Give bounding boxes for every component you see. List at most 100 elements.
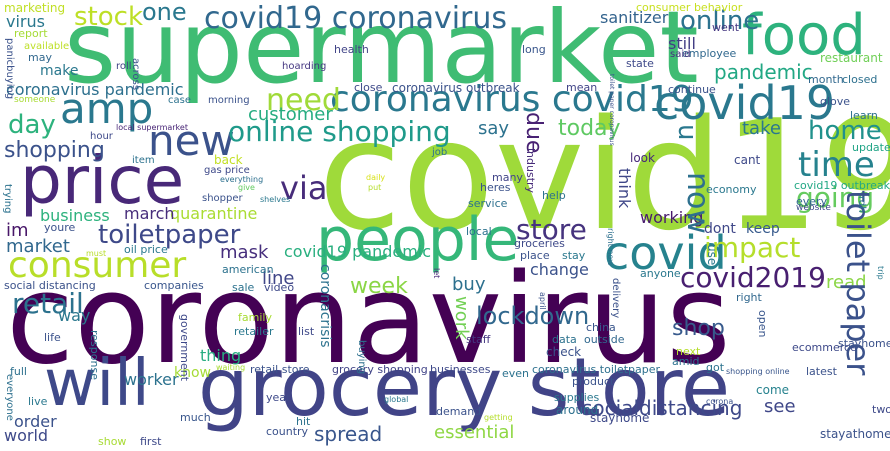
word-come: come	[756, 383, 790, 397]
word-retail: retail	[12, 287, 84, 320]
word-work-vertical: work	[451, 296, 472, 340]
word-still: still	[668, 34, 696, 53]
word-global: global	[384, 395, 409, 404]
word-retail-store: retail store	[250, 363, 310, 376]
word-covid19-coronavirus: covid19 coronavirus	[204, 1, 508, 36]
word-china: china	[586, 321, 616, 334]
word-continue: continue	[668, 83, 716, 96]
word-video: video	[264, 281, 295, 294]
word-got: got	[706, 361, 725, 374]
word-data: data	[552, 333, 577, 346]
word-open-vertical: open	[756, 310, 769, 338]
word-day: day	[8, 110, 56, 140]
word-heres: heres	[480, 181, 511, 194]
word-new: new	[148, 116, 235, 165]
word-let-vertical: let	[432, 268, 441, 279]
word-life: life	[44, 331, 61, 344]
word-coronavirus: coronavirus	[6, 248, 731, 392]
word-corona: corona	[706, 397, 734, 406]
word-must: must	[86, 249, 107, 258]
word-pandemic: pandemic	[714, 60, 813, 84]
word-place: place	[520, 249, 550, 262]
word-worker: worker	[124, 370, 179, 389]
word-next: next	[676, 345, 701, 358]
word-price: price	[20, 142, 185, 219]
word-virus: virus	[6, 12, 45, 31]
word-read: read	[826, 272, 867, 293]
word-march: march	[124, 204, 175, 223]
word-back: back	[214, 153, 243, 167]
word-rdh-vertical: rdh	[856, 196, 867, 213]
word-grocery-store: grocery store	[198, 341, 731, 434]
word-live: live	[28, 395, 48, 408]
word-businesses: businesses	[430, 363, 491, 376]
word-grocery-shopping: grocery shopping	[332, 363, 428, 376]
word-shopping-online: shopping online	[726, 367, 790, 376]
word-help: help	[542, 189, 566, 202]
word-coronacrisis-vertical: coronacrisis	[317, 264, 333, 348]
word-country: country	[266, 425, 309, 438]
word-covid19-pandemic: covid19 pandemic	[284, 242, 432, 261]
word-someone: someone	[14, 95, 56, 105]
word-say: say	[478, 118, 510, 139]
word-look: look	[630, 151, 655, 165]
word-industry-vertical: industry	[524, 148, 537, 194]
word-case: case	[168, 95, 191, 106]
word-product: product	[572, 375, 615, 388]
word-much: much	[180, 411, 211, 424]
word-online: online	[680, 6, 760, 36]
word-think-vertical: think	[615, 168, 634, 209]
word-covid19: covid19	[318, 87, 890, 264]
word-essential: essential	[434, 422, 515, 443]
word-supplies: supplies	[554, 391, 600, 404]
word-daily: daily	[366, 173, 386, 182]
word-sale: sale	[232, 281, 255, 294]
word-amid: amid	[672, 355, 700, 368]
word-learn: learn	[850, 109, 878, 122]
word-covid19-outbreak: covid19 outbreak	[794, 179, 890, 192]
word-one: one	[142, 0, 187, 26]
word-family: family	[238, 311, 272, 324]
word-stayhomesavelives: stayhomesavelives	[838, 337, 890, 350]
word-right: right	[736, 291, 762, 304]
word-hoarding: hoarding	[282, 61, 327, 72]
word-local: local	[466, 225, 492, 238]
word-state: state	[626, 57, 654, 70]
word-gas-price: gas price	[204, 165, 250, 176]
word-stayathome: stayathome	[820, 427, 890, 441]
word-see: see	[764, 396, 796, 417]
word-supermarket: supermarket	[64, 0, 699, 106]
word-roll: roll	[116, 61, 132, 72]
word-list: list	[298, 325, 315, 338]
word-right-now-vertical: right now	[606, 228, 615, 266]
word-april-vertical: april	[538, 292, 547, 310]
word-mean: mean	[566, 81, 598, 94]
word-toiletpaper: toiletpaper	[98, 220, 241, 250]
word-even: even	[502, 367, 530, 380]
word-make: make	[40, 63, 79, 79]
word-buy: buy	[452, 274, 486, 295]
word-line: line	[262, 268, 295, 289]
word-stayhome: stayhome	[590, 411, 650, 425]
word-available: available	[24, 41, 70, 52]
word-u-vertical: u	[672, 124, 702, 141]
word-close: close	[354, 81, 383, 94]
word-item: item	[132, 155, 155, 166]
word-glove: glove	[820, 95, 851, 108]
word-market: market	[6, 236, 70, 257]
word-consumer: consumer	[8, 245, 187, 286]
word-business: business	[40, 206, 110, 225]
word-american: american	[222, 263, 274, 276]
word-socialdistancing: socialdistancing	[582, 396, 743, 420]
word-mask: mask	[220, 242, 269, 263]
word-lockdown: lockdown	[476, 302, 590, 330]
word-amp: amp	[60, 84, 154, 133]
word-said: said	[670, 49, 691, 60]
word-everything: everything	[220, 175, 264, 184]
word-full: full	[10, 365, 27, 378]
word-service: service	[468, 197, 508, 210]
word-groceries: groceries	[514, 237, 565, 250]
word-social-distancing: social distancing	[4, 279, 96, 292]
word-stock: stock	[74, 2, 143, 32]
word-closed: closed	[842, 73, 878, 86]
